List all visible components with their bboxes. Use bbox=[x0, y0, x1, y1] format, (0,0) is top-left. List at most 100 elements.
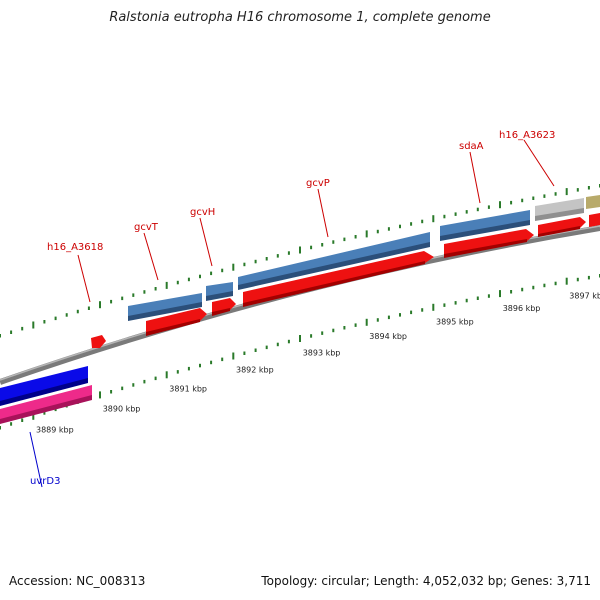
gene-feature-uvrD3[interactable] bbox=[0, 366, 88, 403]
upper-tick bbox=[110, 299, 113, 304]
gene-feature-next[interactable] bbox=[586, 195, 600, 209]
cds-gcvT[interactable] bbox=[146, 308, 207, 334]
upper-tick bbox=[387, 227, 390, 231]
lower-tick bbox=[521, 287, 524, 292]
gene-feature-sdaA[interactable] bbox=[440, 210, 530, 238]
lower-tick bbox=[221, 357, 224, 362]
cds-gcvP[interactable] bbox=[243, 251, 434, 305]
upper-tick bbox=[99, 301, 101, 309]
upper-tick bbox=[365, 230, 368, 238]
cds-sdaA[interactable] bbox=[444, 229, 534, 256]
upper-tick bbox=[287, 251, 290, 255]
lower-tick bbox=[476, 296, 479, 300]
scale-label-3890: 3890 kbp bbox=[103, 404, 141, 413]
lower-tick bbox=[199, 363, 201, 368]
cds-uvrD3[interactable] bbox=[0, 385, 92, 422]
gene-label-h16_A3618[interactable]: h16_A3618 bbox=[47, 242, 103, 253]
upper-tick bbox=[76, 309, 79, 314]
lower-tick bbox=[576, 277, 579, 282]
gene-label-uvrD3[interactable]: uvrD3 bbox=[30, 476, 60, 487]
lower-tick bbox=[365, 318, 368, 326]
gene-label-sdaA[interactable]: sdaA bbox=[459, 141, 484, 152]
lower-tick bbox=[343, 326, 346, 330]
lower-tick bbox=[187, 366, 190, 371]
cds-h16_A3618[interactable] bbox=[91, 335, 106, 348]
lower-tick bbox=[299, 335, 301, 342]
lower-tick bbox=[276, 342, 279, 347]
scale-label-3894: 3894 kbp bbox=[369, 332, 407, 341]
upper-tick bbox=[143, 290, 146, 294]
lower-tick bbox=[43, 411, 46, 415]
cds-row bbox=[91, 213, 600, 348]
lower-tick bbox=[265, 345, 268, 350]
lower-tick bbox=[543, 283, 546, 288]
upper-tick bbox=[432, 215, 435, 223]
upper-tick bbox=[521, 198, 524, 203]
lower-tick bbox=[554, 281, 557, 286]
lower-tick bbox=[321, 331, 324, 335]
upper-tick bbox=[10, 330, 13, 334]
upper-tick bbox=[510, 200, 513, 205]
lower-tick bbox=[132, 383, 135, 387]
gene-feature-gcvT[interactable] bbox=[128, 293, 202, 318]
scale-label-3891: 3891 kbp bbox=[169, 384, 207, 393]
upper-tick bbox=[410, 222, 413, 226]
accession-text: Accession: NC_008313 bbox=[9, 574, 146, 588]
upper-tick bbox=[543, 194, 546, 198]
gene-label-h16_A3623[interactable]: h16_A3623 bbox=[499, 130, 555, 141]
upper-tick bbox=[554, 192, 557, 196]
map-title: Ralstonia eutropha H16 chromosome 1, com… bbox=[109, 10, 491, 25]
upper-tick bbox=[121, 296, 124, 301]
lower-tick bbox=[465, 298, 468, 303]
cds-next[interactable] bbox=[589, 213, 600, 227]
upper-tick-track bbox=[0, 184, 600, 338]
upper-tick bbox=[176, 280, 179, 285]
lower-tick bbox=[0, 426, 1, 430]
lower-tick bbox=[443, 303, 446, 307]
lower-tick bbox=[376, 318, 379, 322]
gene-label-gcvP[interactable]: gcvP bbox=[306, 178, 330, 189]
lower-tick bbox=[165, 371, 168, 379]
lower-tick bbox=[399, 313, 401, 317]
upper-tick bbox=[332, 240, 335, 244]
lower-tick bbox=[510, 290, 513, 294]
gene-feature-gcvP[interactable] bbox=[238, 232, 430, 287]
lower-tick bbox=[332, 328, 335, 333]
lower-tick bbox=[110, 390, 113, 394]
upper-tick bbox=[454, 212, 457, 216]
scale-label-3896: 3896 kbp bbox=[503, 304, 541, 313]
upper-tick bbox=[243, 262, 246, 267]
upper-tick bbox=[354, 235, 357, 239]
gene-label-gcvT[interactable]: gcvT bbox=[134, 222, 159, 233]
gene-feature-row bbox=[128, 195, 600, 321]
lower-tick bbox=[532, 285, 535, 290]
upper-tick bbox=[465, 210, 468, 214]
upper-tick bbox=[32, 321, 35, 329]
upper-tick bbox=[87, 306, 90, 310]
upper-tick bbox=[54, 316, 57, 321]
lower-tick bbox=[232, 352, 235, 360]
upper-tick bbox=[310, 245, 313, 250]
lower-tick bbox=[99, 391, 101, 399]
lower-tick-track: 3889 kbp 3890 kbp 3891 kbp 3892 kbp 3893 kbp… bbox=[0, 274, 600, 435]
gene-feature-h16_A3623[interactable] bbox=[535, 198, 584, 218]
upper-tick bbox=[343, 237, 346, 242]
upper-tick bbox=[276, 254, 279, 258]
scale-label-3897: 3897 kbp bbox=[569, 292, 600, 301]
lower-tick bbox=[421, 308, 424, 312]
upper-tick bbox=[65, 313, 68, 317]
gene-label-gcvH[interactable]: gcvH bbox=[190, 207, 215, 218]
uvrD3-features bbox=[0, 366, 92, 424]
lower-tick bbox=[121, 386, 124, 391]
lower-tick bbox=[432, 303, 435, 311]
lower-tick bbox=[287, 339, 290, 344]
lower-tick bbox=[143, 379, 146, 384]
lower-tick bbox=[499, 290, 501, 298]
upper-tick bbox=[321, 243, 324, 247]
upper-tick bbox=[132, 293, 135, 297]
cds-h16_A3623[interactable] bbox=[538, 217, 586, 236]
upper-tick bbox=[532, 196, 535, 200]
upper-tick bbox=[21, 326, 24, 331]
upper-tick bbox=[476, 207, 479, 212]
